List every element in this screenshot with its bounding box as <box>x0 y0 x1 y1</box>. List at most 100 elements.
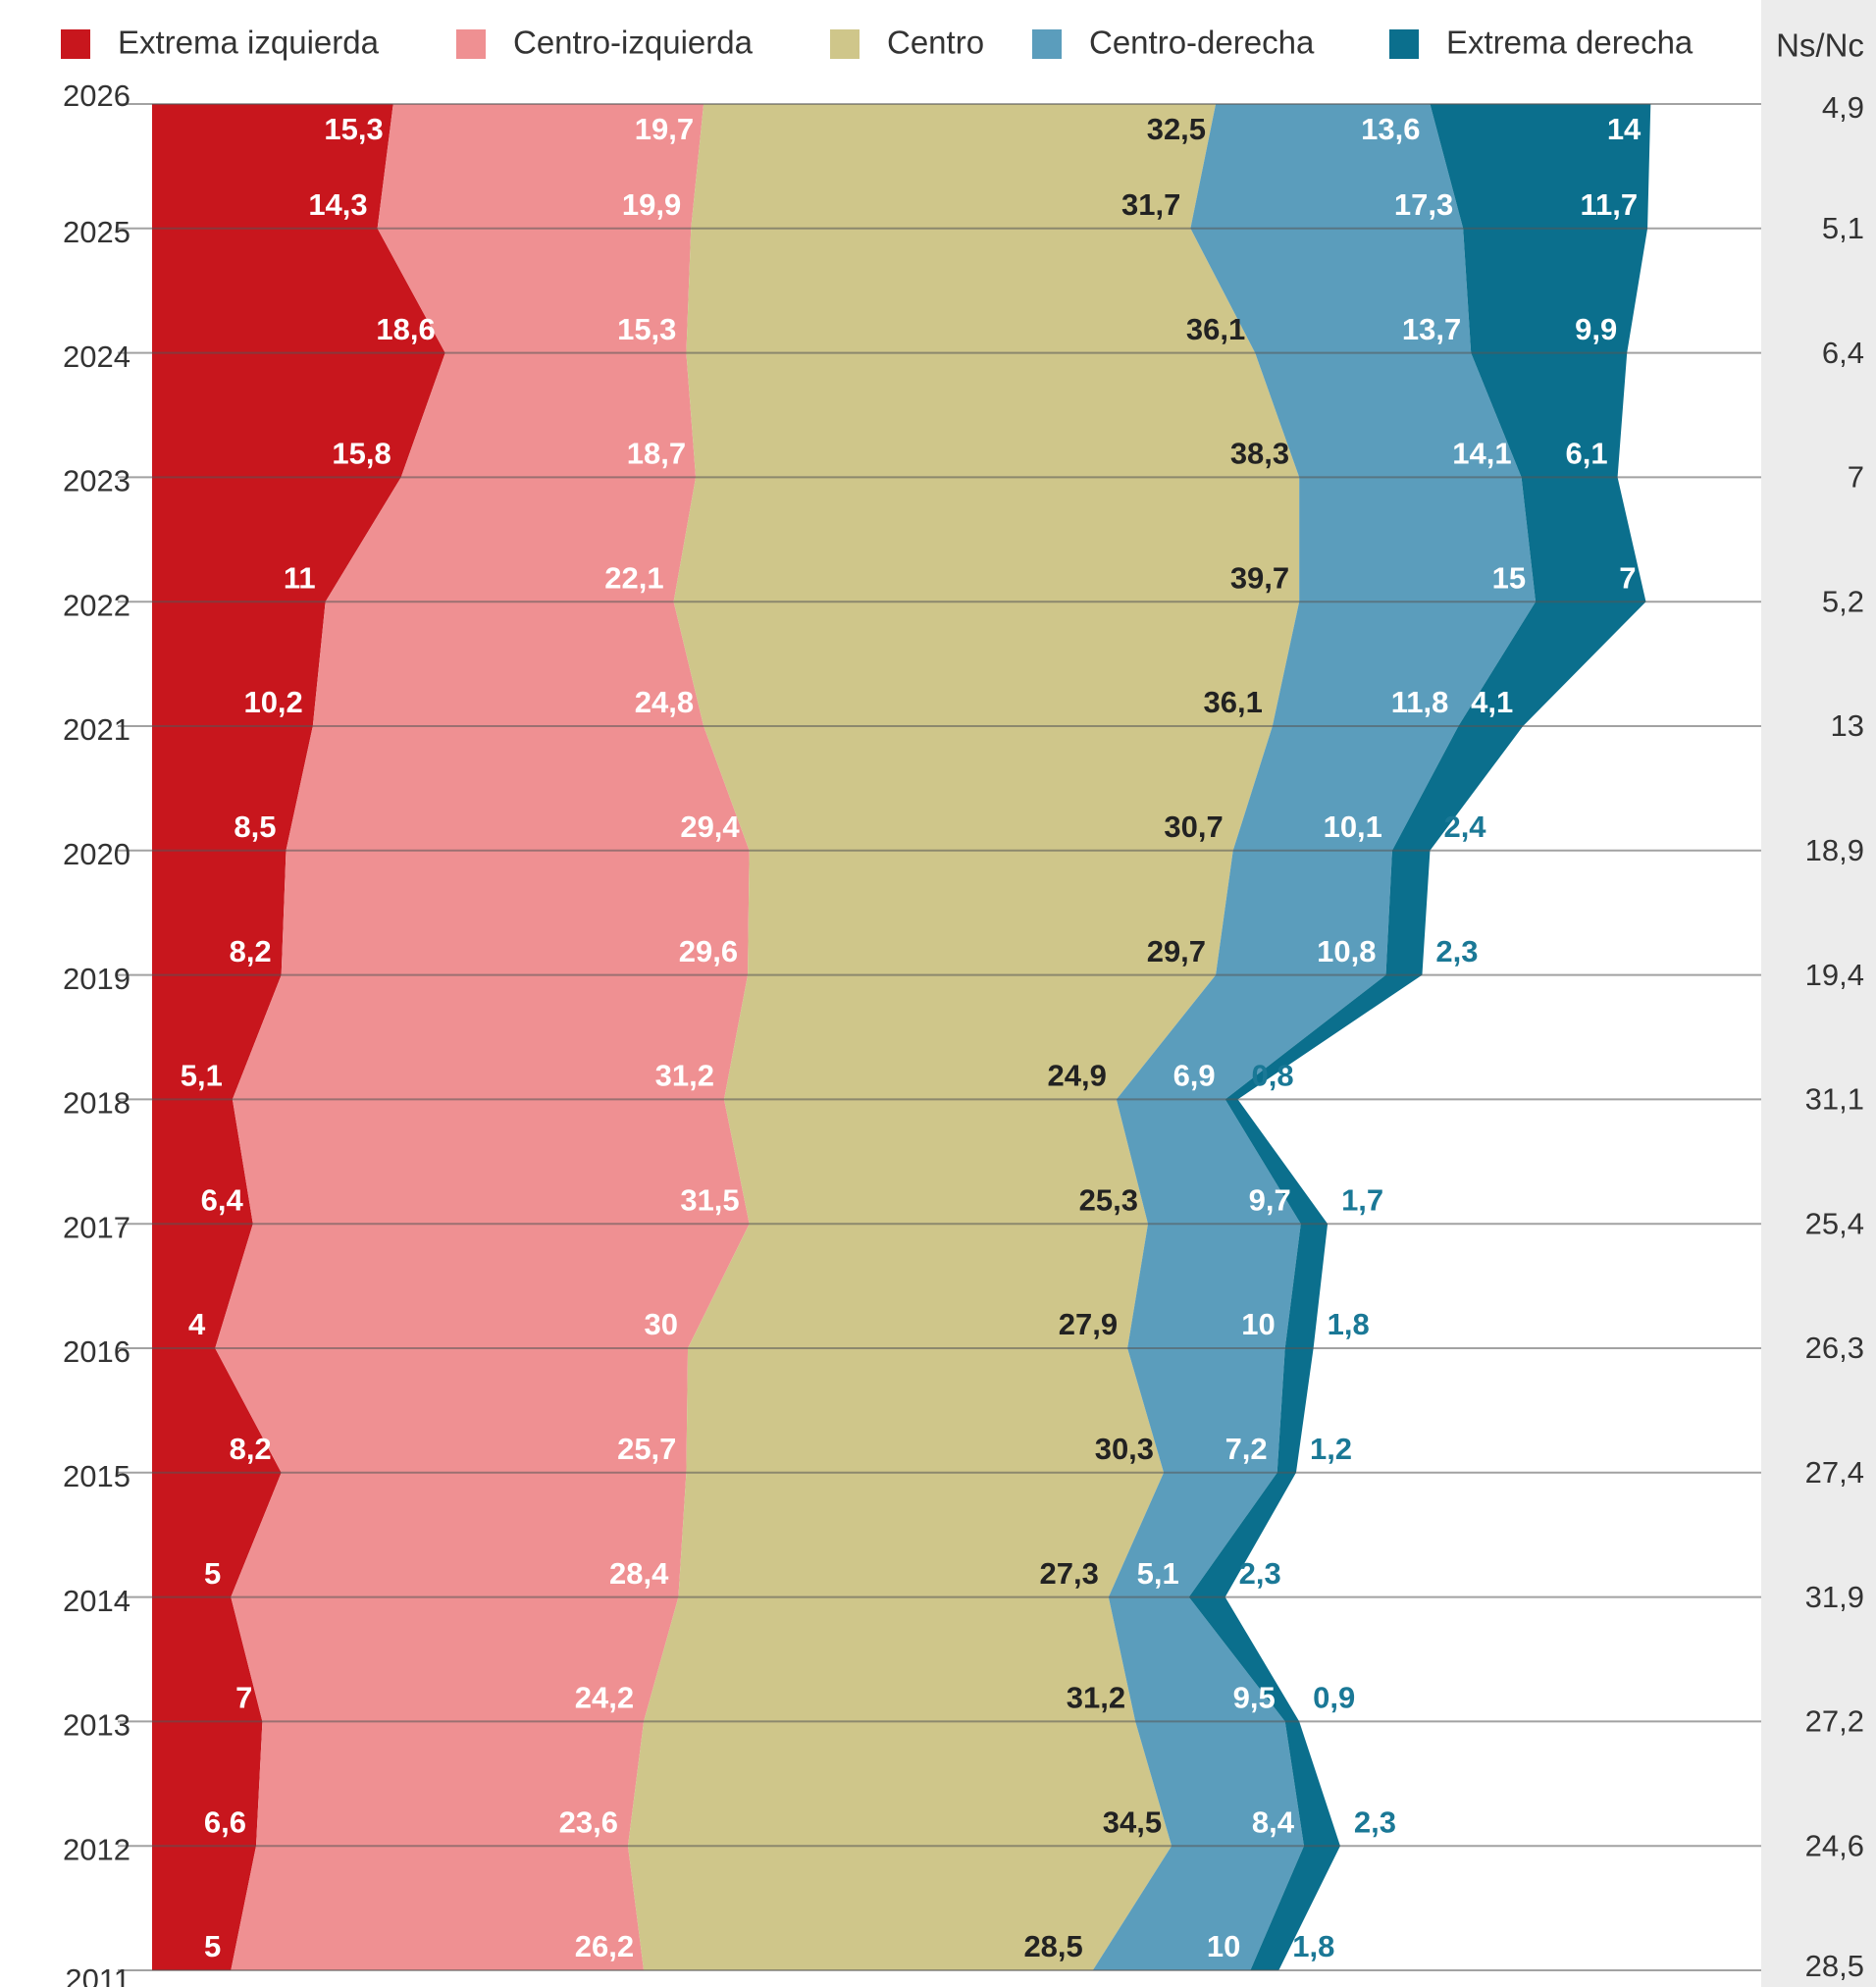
year-label: 2025 <box>63 215 130 249</box>
data-label: 11,8 <box>1391 685 1449 719</box>
ns-nc-label: 24,6 <box>1805 1828 1864 1862</box>
data-label: 0,9 <box>1313 1681 1355 1715</box>
ns-nc-label: 7 <box>1848 460 1864 495</box>
area <box>628 104 1300 1970</box>
data-label: 9,7 <box>1249 1182 1291 1217</box>
ns-nc-label: 5,1 <box>1822 211 1864 245</box>
legend-label: Centro-izquierda <box>513 25 754 61</box>
data-label: 31,2 <box>1067 1681 1125 1715</box>
legend-label: Centro-derecha <box>1089 25 1315 61</box>
data-label: 25,3 <box>1079 1182 1138 1217</box>
area <box>1188 104 1651 1970</box>
data-label: 5 <box>204 1929 221 1963</box>
year-label: 2012 <box>63 1832 130 1866</box>
data-label: 13,6 <box>1361 112 1420 146</box>
data-label: 19,9 <box>622 187 681 222</box>
data-label: 31,5 <box>680 1182 739 1217</box>
data-label: 8,2 <box>230 934 272 968</box>
ns-nc-label: 19,4 <box>1805 958 1864 992</box>
ns-nc-label: 25,4 <box>1805 1206 1864 1240</box>
data-label: 14 <box>1607 112 1642 146</box>
data-label: 6,4 <box>201 1182 244 1217</box>
data-label: 15,8 <box>332 437 391 471</box>
data-label: 5 <box>204 1556 221 1591</box>
data-label: 1,8 <box>1292 1929 1334 1963</box>
data-label: 7,2 <box>1225 1432 1268 1466</box>
data-label: 13,7 <box>1402 312 1461 346</box>
legend-label: Extrema derecha <box>1446 25 1694 61</box>
data-label: 29,4 <box>680 810 740 844</box>
data-label: 1,8 <box>1328 1307 1370 1341</box>
data-label: 5,1 <box>1137 1556 1179 1591</box>
data-label: 9,9 <box>1575 312 1617 346</box>
data-label: 7 <box>1619 560 1636 595</box>
legend-label: Centro <box>887 25 984 61</box>
legend-swatch <box>61 29 90 59</box>
data-label: 18,6 <box>376 312 435 346</box>
data-label: 29,7 <box>1147 934 1206 968</box>
legend-swatch <box>456 29 486 59</box>
year-label: 2016 <box>63 1334 130 1369</box>
data-label: 31,2 <box>655 1059 714 1093</box>
data-label: 24,2 <box>575 1681 634 1715</box>
data-label: 2,3 <box>1354 1804 1396 1839</box>
ns-nc-label: 28,5 <box>1805 1949 1864 1983</box>
data-label: 27,3 <box>1039 1556 1098 1591</box>
year-label: 2021 <box>63 712 130 747</box>
data-label: 10,8 <box>1317 934 1376 968</box>
year-label: 2023 <box>63 464 130 498</box>
data-label: 36,1 <box>1186 312 1245 346</box>
year-label: 2013 <box>63 1708 130 1743</box>
ns-nc-label: 4,9 <box>1822 90 1864 125</box>
area <box>1092 104 1537 1970</box>
data-label: 1,2 <box>1310 1432 1352 1466</box>
data-label: 6,6 <box>204 1804 246 1839</box>
data-label: 23,6 <box>559 1804 618 1839</box>
data-label: 10 <box>1207 1929 1240 1963</box>
data-label: 2,4 <box>1443 810 1486 844</box>
year-label: 2022 <box>63 588 130 622</box>
year-label: 2018 <box>63 1086 130 1121</box>
year-label: 2026 <box>63 78 130 113</box>
data-label: 8,2 <box>230 1432 272 1466</box>
data-label: 26,2 <box>575 1929 634 1963</box>
data-label: 8,5 <box>234 810 276 844</box>
data-label: 7 <box>235 1681 252 1715</box>
data-label: 28,4 <box>609 1556 669 1591</box>
ns-nc-label: 6,4 <box>1822 336 1864 370</box>
data-label: 28,5 <box>1023 1929 1082 1963</box>
ns-nc-label: 27,2 <box>1805 1704 1864 1739</box>
area <box>152 104 445 1970</box>
ns-nc-label: 5,2 <box>1822 584 1864 618</box>
year-label: 2011 <box>65 1962 130 1987</box>
year-label: 2024 <box>63 340 130 374</box>
area <box>215 104 750 1970</box>
data-label: 9,5 <box>1233 1681 1276 1715</box>
ns-nc-column <box>1761 0 1876 1987</box>
legend-label: Extrema izquierda <box>118 25 380 61</box>
data-label: 4,1 <box>1471 685 1513 719</box>
data-label: 19,7 <box>635 112 694 146</box>
data-label: 14,1 <box>1452 437 1511 471</box>
data-label: 5,1 <box>181 1059 223 1093</box>
data-label: 32,5 <box>1147 112 1206 146</box>
data-label: 2,3 <box>1435 934 1478 968</box>
data-label: 31,7 <box>1121 187 1180 222</box>
ns-nc-header: Ns/Nc <box>1776 27 1864 64</box>
data-label: 39,7 <box>1230 560 1289 595</box>
ns-nc-label: 26,3 <box>1805 1331 1864 1365</box>
data-label: 22,1 <box>604 560 663 595</box>
legend-swatch <box>830 29 860 59</box>
data-label: 6,1 <box>1565 437 1607 471</box>
data-label: 24,9 <box>1048 1059 1107 1093</box>
data-label: 15 <box>1492 560 1526 595</box>
data-label: 4 <box>188 1307 206 1341</box>
ns-nc-label: 18,9 <box>1805 833 1864 867</box>
data-label: 15,3 <box>324 112 383 146</box>
data-label: 0,8 <box>1252 1059 1294 1093</box>
data-label: 11 <box>284 560 316 595</box>
year-label: 2020 <box>63 837 130 871</box>
year-label: 2015 <box>63 1459 130 1493</box>
